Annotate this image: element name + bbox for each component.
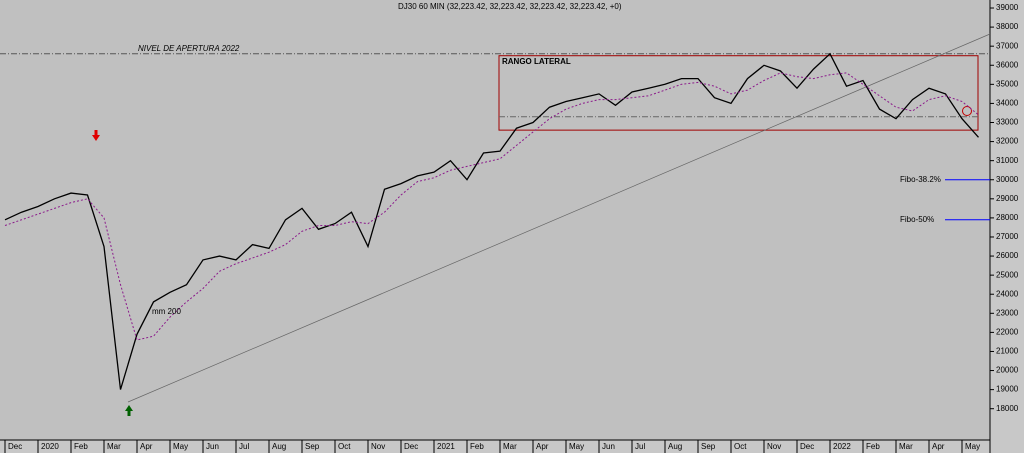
top-arrow — [92, 130, 100, 141]
x-tick-label: Apr — [140, 442, 153, 451]
y-tick-label: 25000 — [996, 270, 1019, 279]
x-tick-label: Feb — [866, 442, 880, 451]
chart-title: DJ30 60 MIN (32,223.42, 32,223.42, 32,22… — [398, 2, 622, 11]
x-tick-label: Oct — [734, 442, 747, 451]
y-tick-label: 19000 — [996, 385, 1019, 394]
plot-area — [0, 0, 990, 440]
x-tick-label: Feb — [74, 442, 88, 451]
series-line — [4, 72, 979, 341]
x-tick-label: 2020 — [41, 442, 59, 451]
y-tick-label: 22000 — [996, 327, 1019, 336]
x-tick-label: Apr — [536, 442, 549, 451]
x-tick-label: 2021 — [437, 442, 455, 451]
y-tick-label: 31000 — [996, 156, 1019, 165]
x-tick-label: Dec — [8, 442, 22, 451]
level-label: Fibo-38.2% — [900, 175, 941, 184]
x-tick-label: Oct — [338, 442, 351, 451]
marker-icon — [962, 106, 972, 116]
y-tick-label: 23000 — [996, 308, 1019, 317]
x-tick-label: Mar — [107, 442, 121, 451]
x-tick-label: May — [965, 442, 980, 451]
x-tick-label: Jun — [602, 442, 615, 451]
y-tick-label: 26000 — [996, 251, 1019, 260]
x-tick-label: Mar — [503, 442, 517, 451]
series-label: mm 200 — [152, 307, 181, 316]
range-box — [498, 55, 979, 131]
y-tick-label: 38000 — [996, 22, 1019, 31]
x-tick-label: Apr — [932, 442, 945, 451]
level-label: Fibo-50% — [900, 215, 934, 224]
y-tick-label: 32000 — [996, 137, 1019, 146]
y-tick-label: 20000 — [996, 366, 1019, 375]
series-line — [4, 52, 979, 390]
y-tick-label: 24000 — [996, 289, 1019, 298]
x-tick-label: Jul — [239, 442, 249, 451]
y-tick-label: 21000 — [996, 347, 1019, 356]
y-tick-label: 30000 — [996, 175, 1019, 184]
x-tick-label: Sep — [305, 442, 320, 451]
range-label: RANGO LATERAL — [502, 57, 571, 66]
x-tick-label: Nov — [767, 442, 781, 451]
bottom-arrow — [125, 405, 133, 416]
x-tick-label: Dec — [404, 442, 418, 451]
x-tick-label: Feb — [470, 442, 484, 451]
y-tick-label: 39000 — [996, 3, 1019, 12]
trend-line — [127, 33, 991, 403]
y-axis-panel — [990, 0, 1024, 453]
x-tick-label: May — [173, 442, 188, 451]
x-tick-label: Dec — [800, 442, 814, 451]
x-tick-label: Jun — [206, 442, 219, 451]
x-tick-label: May — [569, 442, 584, 451]
y-tick-label: 34000 — [996, 99, 1019, 108]
y-tick-label: 18000 — [996, 404, 1019, 413]
x-tick-label: Sep — [701, 442, 716, 451]
x-tick-label: Aug — [272, 442, 286, 451]
level-label: NIVEL DE APERTURA 2022 — [138, 44, 240, 53]
y-tick-label: 33000 — [996, 118, 1019, 127]
x-tick-label: Jul — [635, 442, 645, 451]
y-tick-label: 27000 — [996, 232, 1019, 241]
y-tick-label: 28000 — [996, 213, 1019, 222]
x-tick-label: Mar — [899, 442, 913, 451]
y-tick-label: 36000 — [996, 60, 1019, 69]
y-tick-label: 29000 — [996, 194, 1019, 203]
y-tick-label: 35000 — [996, 79, 1019, 88]
x-tick-label: 2022 — [833, 442, 851, 451]
x-tick-label: Nov — [371, 442, 385, 451]
x-axis-panel — [0, 440, 990, 453]
x-tick-label: Aug — [668, 442, 682, 451]
y-tick-label: 37000 — [996, 41, 1019, 50]
